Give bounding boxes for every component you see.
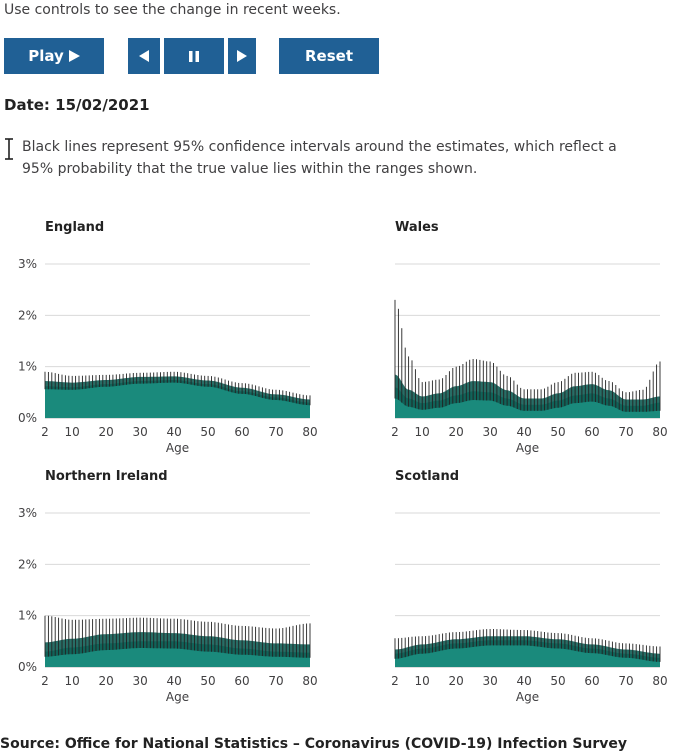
step-forward-button[interactable] (228, 38, 256, 74)
x-axis-title: Age (516, 441, 539, 455)
x-tick-label: 70 (618, 425, 633, 439)
x-tick-label: 80 (652, 674, 667, 688)
play-button-label: Play (28, 47, 64, 65)
x-tick-label: 70 (618, 674, 633, 688)
play-button[interactable]: Play (4, 38, 104, 74)
step-back-icon (139, 50, 149, 62)
y-tick-label: 2% (18, 557, 37, 571)
x-tick-label: 30 (482, 674, 497, 688)
x-tick-label: 50 (550, 674, 565, 688)
x-tick-label: 70 (268, 674, 283, 688)
x-tick-label: 2 (391, 425, 399, 439)
y-tick-label: 3% (18, 506, 37, 520)
estimate-area (45, 380, 310, 418)
x-tick-label: 20 (99, 425, 114, 439)
x-tick-label: 40 (516, 425, 531, 439)
reset-button[interactable]: Reset (279, 38, 379, 74)
x-tick-label: 60 (234, 425, 249, 439)
x-tick-label: 50 (550, 425, 565, 439)
confidence-band (395, 374, 660, 412)
chart-panel-1: Wales 2 10 20 30 40 50 60 70 80 Age (391, 220, 667, 455)
x-tick-label: 10 (65, 674, 80, 688)
source-text: Source: Office for National Statistics –… (0, 736, 628, 752)
y-tick-label: 0% (18, 411, 37, 425)
x-tick-label: 20 (449, 674, 464, 688)
x-axis-title: Age (166, 441, 189, 455)
y-tick-label: 2% (18, 308, 37, 322)
step-forward-icon (237, 50, 247, 62)
estimate-area (395, 640, 660, 667)
panel-title: Northern Ireland (45, 469, 168, 484)
legend-text: Black lines represent 95% confidence int… (22, 139, 617, 177)
x-tick-label: 30 (132, 674, 147, 688)
reset-button-label: Reset (305, 47, 353, 65)
estimate-area (45, 641, 310, 667)
x-tick-label: 10 (65, 425, 80, 439)
x-tick-label: 80 (652, 425, 667, 439)
x-tick-label: 20 (449, 425, 464, 439)
x-tick-label: 50 (200, 425, 215, 439)
panel-title: Scotland (395, 469, 459, 484)
confidence-band (45, 632, 310, 658)
x-tick-label: 2 (41, 674, 49, 688)
play-icon (68, 50, 80, 62)
chart-panel-2: Northern Ireland 0% 1% 2% 3% 2 10 20 30 40 50 60 70 8… (18, 469, 318, 704)
x-tick-label: 30 (482, 425, 497, 439)
x-tick-label: 80 (302, 425, 317, 439)
confidence-band (395, 636, 660, 662)
x-tick-label: 60 (584, 674, 599, 688)
y-tick-label: 3% (18, 257, 37, 271)
x-tick-label: 30 (132, 425, 147, 439)
x-tick-label: 60 (234, 674, 249, 688)
x-tick-label: 10 (415, 425, 430, 439)
chart-panel-3: Scotland 2 10 20 30 40 50 60 70 80 Age (391, 469, 667, 704)
panel-title: Wales (395, 220, 439, 235)
x-tick-label: 2 (391, 674, 399, 688)
x-tick-label: 50 (200, 674, 215, 688)
step-back-button[interactable] (128, 38, 160, 74)
chart-panel-0: England 0% 1% 2% 3% 2 10 20 30 40 50 60 70 80 Age (18, 220, 318, 455)
x-tick-label: 2 (41, 425, 49, 439)
y-tick-label: 1% (18, 360, 37, 374)
x-tick-label: 40 (166, 674, 181, 688)
estimate-area (395, 387, 660, 418)
confidence-interval-icon (5, 138, 13, 160)
pause-icon (189, 50, 199, 62)
confidence-band (45, 376, 310, 406)
pause-button[interactable] (164, 38, 224, 74)
y-tick-label: 0% (18, 660, 37, 674)
intro-text: Use controls to see the change in recent… (4, 2, 341, 18)
x-tick-label: 40 (516, 674, 531, 688)
x-tick-label: 80 (302, 674, 317, 688)
y-tick-label: 1% (18, 609, 37, 623)
x-tick-label: 20 (99, 674, 114, 688)
date-label: Date: 15/02/2021 (4, 96, 150, 114)
x-tick-label: 70 (268, 425, 283, 439)
x-tick-label: 40 (166, 425, 181, 439)
x-tick-label: 10 (415, 674, 430, 688)
x-axis-title: Age (166, 690, 189, 704)
panel-title: England (45, 220, 104, 235)
x-axis-title: Age (516, 690, 539, 704)
x-tick-label: 60 (584, 425, 599, 439)
